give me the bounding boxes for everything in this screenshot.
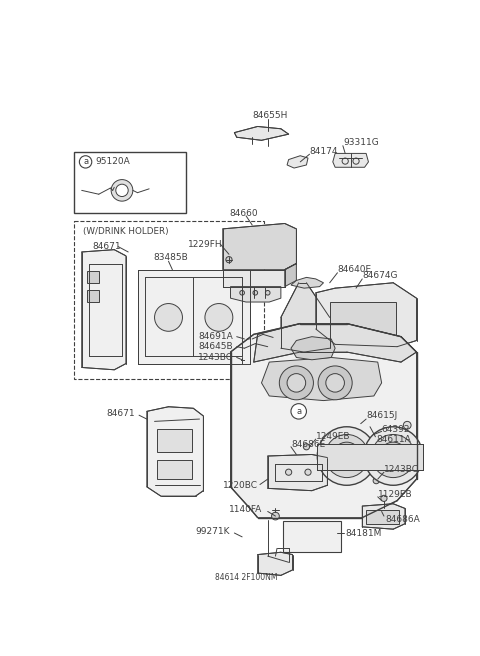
Circle shape	[286, 469, 292, 475]
Text: 1140FA: 1140FA	[229, 505, 262, 514]
Polygon shape	[147, 407, 204, 496]
Circle shape	[272, 512, 279, 520]
Polygon shape	[317, 445, 423, 470]
Text: 1249EB: 1249EB	[316, 432, 350, 441]
Circle shape	[287, 374, 306, 392]
Text: 1220BC: 1220BC	[223, 481, 258, 490]
Polygon shape	[262, 358, 382, 401]
Circle shape	[205, 304, 233, 331]
Text: 64392: 64392	[382, 424, 410, 434]
Bar	[74, 152, 186, 213]
Polygon shape	[230, 287, 281, 302]
Text: 84686E: 84686E	[291, 440, 325, 449]
Circle shape	[226, 256, 232, 263]
Circle shape	[291, 403, 306, 419]
Polygon shape	[287, 155, 308, 168]
Text: 84655H: 84655H	[252, 111, 288, 120]
Circle shape	[318, 366, 352, 400]
Polygon shape	[258, 552, 292, 575]
Circle shape	[79, 155, 92, 168]
Text: 84671: 84671	[107, 409, 135, 418]
Text: 84691A: 84691A	[198, 332, 233, 341]
Text: (W/DRINK HOLDER): (W/DRINK HOLDER)	[83, 227, 169, 236]
Text: 84174: 84174	[310, 148, 338, 156]
Text: 1129EB: 1129EB	[378, 490, 412, 499]
Bar	[87, 271, 99, 283]
Polygon shape	[223, 224, 296, 270]
Text: 95120A: 95120A	[96, 157, 131, 167]
Text: 1243BC: 1243BC	[384, 465, 419, 474]
Polygon shape	[291, 277, 324, 288]
Text: a: a	[83, 157, 88, 167]
Text: 84614 2F100NM: 84614 2F100NM	[215, 573, 277, 582]
Circle shape	[253, 291, 258, 295]
Circle shape	[379, 442, 407, 470]
Circle shape	[403, 421, 411, 429]
Circle shape	[305, 469, 311, 475]
Polygon shape	[316, 283, 417, 346]
Bar	[283, 522, 341, 552]
Circle shape	[265, 291, 270, 295]
Text: 84674G: 84674G	[362, 270, 398, 279]
Polygon shape	[362, 504, 405, 529]
Polygon shape	[82, 250, 126, 370]
Circle shape	[373, 478, 379, 483]
Circle shape	[317, 427, 376, 485]
Text: a: a	[296, 407, 301, 416]
Polygon shape	[333, 154, 369, 167]
Polygon shape	[254, 323, 417, 362]
Circle shape	[279, 366, 313, 400]
Circle shape	[116, 184, 128, 197]
Text: 84611A: 84611A	[376, 434, 411, 443]
Circle shape	[326, 374, 345, 392]
Polygon shape	[268, 455, 327, 491]
Bar	[366, 510, 399, 523]
Text: 84640E: 84640E	[337, 265, 372, 274]
Polygon shape	[281, 283, 330, 352]
Circle shape	[111, 180, 133, 201]
Circle shape	[155, 304, 182, 331]
Circle shape	[303, 443, 310, 450]
Text: 84686A: 84686A	[385, 515, 420, 523]
Text: 99271K: 99271K	[196, 527, 230, 536]
Circle shape	[333, 442, 360, 470]
Circle shape	[372, 434, 415, 478]
Polygon shape	[285, 264, 296, 287]
Text: 84671: 84671	[93, 242, 121, 251]
Circle shape	[240, 291, 244, 295]
Polygon shape	[137, 270, 250, 363]
Circle shape	[325, 434, 369, 478]
Polygon shape	[230, 323, 417, 518]
Circle shape	[403, 460, 411, 468]
Circle shape	[381, 495, 387, 501]
Bar	[157, 429, 192, 452]
Polygon shape	[234, 127, 288, 140]
Text: 84181M: 84181M	[345, 529, 382, 537]
Bar	[330, 302, 396, 339]
Bar	[74, 221, 264, 379]
Text: 1243BC: 1243BC	[198, 353, 233, 362]
Text: 83485B: 83485B	[153, 253, 188, 262]
Polygon shape	[291, 337, 335, 359]
Text: 1229FH: 1229FH	[188, 240, 223, 249]
Text: 84615J: 84615J	[366, 411, 397, 420]
Bar	[157, 460, 192, 479]
Text: 84660: 84660	[229, 209, 258, 218]
Circle shape	[364, 427, 423, 485]
Bar	[87, 291, 99, 302]
Text: 93311G: 93311G	[343, 138, 379, 147]
Polygon shape	[223, 270, 285, 287]
Text: 84645B: 84645B	[198, 342, 233, 351]
